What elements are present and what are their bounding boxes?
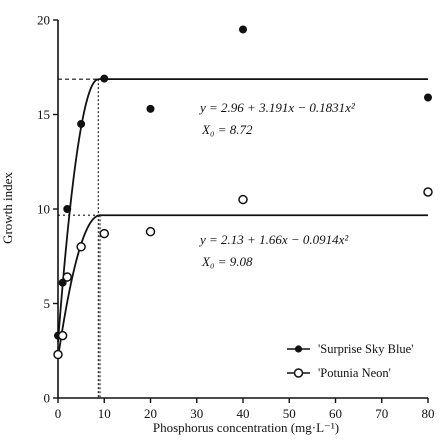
legend-item-surprise-sky-blue: 'Surprise Sky Blue' [287,342,413,356]
data-point-surprise-sky-blue [58,278,67,287]
data-point-potunia-neon [423,187,433,197]
data-point-surprise-sky-blue [77,119,86,128]
y-tick-label: 15 [37,107,50,122]
y-tick-label: 10 [37,202,50,217]
y-tick-label: 5 [44,296,51,311]
x-tick-label: 70 [375,406,388,421]
data-point-potunia-neon [145,226,156,237]
legend-label-potunia-neon: 'Potunia Neon' [318,366,391,380]
data-point-potunia-neon [62,272,72,282]
data-point-surprise-sky-blue [238,25,247,34]
x-tick-label: 50 [283,406,296,421]
x-axis-label: Phosphorus concentration (mg·L⁻¹) [153,420,339,435]
x0-potunia-neon: X₀ = 9.08 [201,254,253,269]
guide-lines [58,78,101,398]
legend-marker-open [293,368,304,378]
x-tick-label: 20 [144,406,157,421]
x0-surprise-sky-blue: X₀ = 8.72 [201,122,253,137]
x-tick-label: 40 [237,406,250,421]
x-tick-label: 80 [422,406,435,421]
equation-potunia-neon: y = 2.13 + 1.66x − 0.0914x² [198,232,349,247]
legend-marker-filled [294,345,303,353]
y-axis-label: Growth index [0,172,15,244]
data-point-potunia-neon [99,228,109,239]
x-tick-label: 0 [55,406,62,421]
data-point-surprise-sky-blue [423,93,432,102]
x-tick-label: 30 [190,406,203,421]
legend-item-potunia-neon: 'Potunia Neon' [287,366,391,380]
data-point-potunia-neon [53,349,63,360]
data-point-surprise-sky-blue [63,204,72,213]
data-point-potunia-neon [57,330,68,341]
legend-label-surprise-sky-blue: 'Surprise Sky Blue' [318,342,413,356]
y-tick-label: 20 [37,13,50,28]
fit-curves [57,78,428,358]
y-tick-label: 0 [44,391,51,406]
data-points [53,25,433,360]
fit-curve-surprise-sky-blue [57,78,99,343]
equation-surprise-sky-blue: y = 2.96 + 3.191x − 0.1831x² [198,100,356,115]
x-tick-label: 60 [329,406,342,421]
x-tick-label: 10 [98,406,111,421]
data-point-potunia-neon [76,242,86,252]
data-point-surprise-sky-blue [146,104,155,113]
legend: 'Surprise Sky Blue' 'Potunia Neon' [287,342,413,380]
data-point-potunia-neon [238,194,248,205]
data-point-surprise-sky-blue [100,74,109,83]
